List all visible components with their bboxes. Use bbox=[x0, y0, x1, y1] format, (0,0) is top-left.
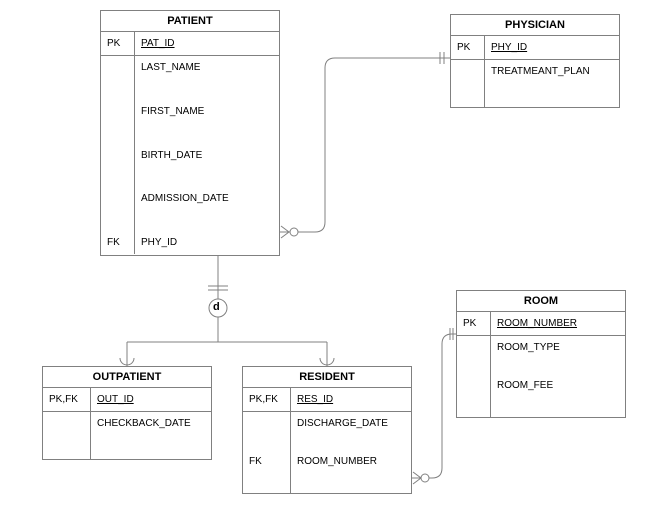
entity-physician-title: PHYSICIAN bbox=[451, 15, 619, 36]
patient-attr-1: FIRST_NAME bbox=[135, 100, 279, 144]
room-attr-1: ROOM_FEE bbox=[491, 374, 625, 397]
resident-key-0 bbox=[243, 412, 290, 450]
entity-resident: RESIDENT PK,FK RES_ID FK DISCHARGE_DATE … bbox=[242, 366, 412, 494]
entity-room-title: ROOM bbox=[457, 291, 625, 312]
entity-outpatient-title: OUTPATIENT bbox=[43, 367, 211, 388]
resident-attr-1: ROOM_NUMBER bbox=[291, 450, 411, 473]
room-keycol-header: PK bbox=[457, 312, 490, 336]
patient-attr-3: ADMISSION_DATE bbox=[135, 187, 279, 231]
entity-physician: PHYSICIAN PK PHY_ID TREATMEANT_PLAN bbox=[450, 14, 620, 108]
resident-key-1: FK bbox=[243, 450, 290, 473]
patient-key-3 bbox=[101, 187, 134, 231]
outpatient-key-0 bbox=[43, 412, 90, 424]
patient-key-0 bbox=[101, 56, 134, 100]
er-diagram-canvas: d PATIENT PK PAT_ID FK LAST_NAME FIRST_N… bbox=[0, 0, 651, 511]
patient-attr-0: LAST_NAME bbox=[135, 56, 279, 100]
patient-keycol-header: PK bbox=[101, 32, 134, 56]
entity-room: ROOM PK ROOM_NUMBER ROOM_TYPE ROOM_FEE bbox=[456, 290, 626, 418]
outpatient-pk: OUT_ID bbox=[91, 388, 211, 412]
entity-resident-title: RESIDENT bbox=[243, 367, 411, 388]
inheritance-d-label: d bbox=[213, 301, 220, 313]
patient-attr-4: PHY_ID bbox=[135, 231, 279, 254]
resident-attr-0: DISCHARGE_DATE bbox=[291, 412, 411, 450]
entity-outpatient: OUTPATIENT PK,FK OUT_ID CHECKBACK_DATE bbox=[42, 366, 212, 460]
entity-patient-title: PATIENT bbox=[101, 11, 279, 32]
room-key-0 bbox=[457, 336, 490, 374]
outpatient-keycol-header: PK,FK bbox=[43, 388, 90, 412]
resident-pk: RES_ID bbox=[291, 388, 411, 412]
outpatient-attr-0: CHECKBACK_DATE bbox=[91, 412, 211, 435]
room-key-1 bbox=[457, 374, 490, 386]
patient-pk: PAT_ID bbox=[135, 32, 279, 56]
room-attr-0: ROOM_TYPE bbox=[491, 336, 625, 374]
physician-attr-0: TREATMEANT_PLAN bbox=[485, 60, 619, 83]
patient-key-2 bbox=[101, 144, 134, 188]
patient-attr-2: BIRTH_DATE bbox=[135, 144, 279, 188]
entity-patient: PATIENT PK PAT_ID FK LAST_NAME FIRST_NAM… bbox=[100, 10, 280, 256]
room-pk: ROOM_NUMBER bbox=[491, 312, 625, 336]
physician-pk: PHY_ID bbox=[485, 36, 619, 60]
physician-keycol-header: PK bbox=[451, 36, 484, 60]
patient-key-4: FK bbox=[101, 231, 134, 254]
resident-keycol-header: PK,FK bbox=[243, 388, 290, 412]
patient-key-1 bbox=[101, 100, 134, 144]
physician-key-0 bbox=[451, 60, 484, 72]
